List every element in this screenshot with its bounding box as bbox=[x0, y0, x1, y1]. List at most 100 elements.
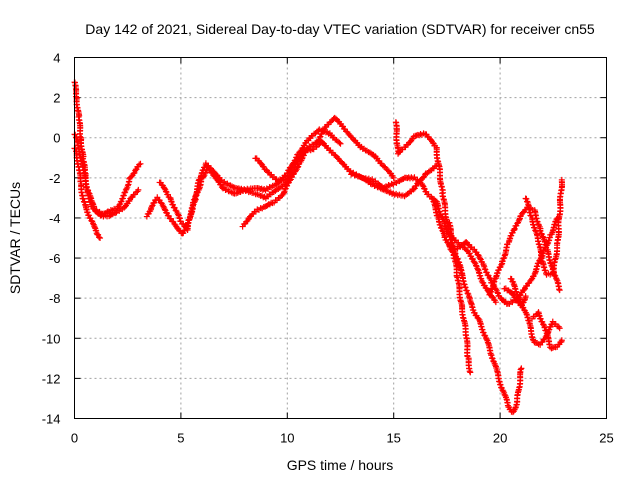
data-point bbox=[462, 284, 469, 291]
data-point bbox=[86, 198, 93, 205]
y-axis-ticks: -14 -12 -10 -8 -6 -4 -2 0 2 4 bbox=[42, 51, 607, 427]
data-point bbox=[429, 195, 436, 202]
data-point bbox=[80, 195, 87, 202]
data-point bbox=[390, 174, 397, 181]
data-point bbox=[336, 139, 343, 146]
data-point bbox=[494, 269, 501, 276]
data-point bbox=[467, 297, 474, 304]
data-point bbox=[148, 203, 155, 210]
data-point bbox=[97, 235, 104, 241]
data-point bbox=[464, 290, 471, 297]
data-point bbox=[419, 182, 426, 189]
data-point bbox=[500, 255, 507, 262]
data-point bbox=[337, 140, 344, 147]
data-point bbox=[316, 134, 323, 141]
data-point bbox=[509, 291, 516, 298]
plot-frame bbox=[74, 57, 607, 419]
x-tick-label: 25 bbox=[599, 431, 613, 446]
data-point bbox=[467, 369, 474, 376]
data-point bbox=[284, 182, 291, 189]
data-point bbox=[160, 203, 167, 210]
data-point bbox=[532, 227, 539, 234]
x-tick-label: 10 bbox=[280, 431, 294, 446]
data-point bbox=[400, 175, 407, 182]
data-point bbox=[80, 198, 87, 205]
series-track-14 bbox=[507, 275, 563, 348]
data-point bbox=[170, 201, 177, 208]
data-point bbox=[499, 258, 506, 265]
y-tick-label: -8 bbox=[49, 291, 61, 306]
data-point bbox=[430, 198, 437, 205]
data-point bbox=[228, 183, 235, 190]
data-point bbox=[552, 275, 559, 282]
data-point bbox=[528, 276, 535, 283]
data-point bbox=[558, 176, 565, 183]
x-tick-label: 15 bbox=[386, 431, 400, 446]
series-track-9 bbox=[392, 119, 499, 306]
y-tick-label: -4 bbox=[49, 211, 61, 226]
data-point bbox=[180, 230, 187, 237]
data-point bbox=[410, 186, 417, 193]
x-axis-label: GPS time / hours bbox=[287, 457, 394, 473]
data-point bbox=[522, 293, 529, 300]
data-point bbox=[523, 195, 530, 202]
y-tick-label: -14 bbox=[42, 412, 61, 427]
series-track-11 bbox=[446, 219, 474, 376]
grid bbox=[74, 57, 607, 419]
series-track-3 bbox=[71, 131, 142, 220]
series-track-17 bbox=[501, 285, 529, 309]
data-point bbox=[556, 325, 563, 332]
data-point bbox=[175, 211, 182, 218]
x-tick-label: 20 bbox=[493, 431, 507, 446]
series-track-1 bbox=[71, 145, 104, 241]
data-point bbox=[190, 199, 197, 206]
data-point bbox=[471, 259, 478, 266]
y-tick-label: 0 bbox=[53, 131, 60, 146]
data-point bbox=[116, 201, 123, 208]
data-point bbox=[541, 324, 548, 331]
x-axis-ticks: 0 5 10 15 20 25 bbox=[71, 57, 614, 446]
y-axis-label: SDTVAR / TECUs bbox=[7, 182, 23, 294]
data-point bbox=[498, 261, 505, 268]
y-tick-label: 2 bbox=[53, 91, 60, 106]
y-tick-label: -6 bbox=[49, 251, 61, 266]
data-point bbox=[385, 188, 392, 195]
data-point bbox=[77, 133, 84, 140]
chart-title: Day 142 of 2021, Sidereal Day-to-day VTE… bbox=[85, 21, 595, 37]
data-point bbox=[72, 131, 79, 138]
data-point bbox=[161, 185, 168, 192]
data-point bbox=[549, 344, 556, 351]
data-point bbox=[135, 186, 142, 193]
series-track-13 bbox=[486, 204, 563, 298]
data-point bbox=[501, 391, 508, 398]
data-point bbox=[523, 311, 530, 318]
data-point bbox=[186, 214, 193, 221]
y-tick-label: -2 bbox=[49, 171, 61, 186]
y-tick-label: -12 bbox=[42, 371, 61, 386]
data-point bbox=[112, 210, 119, 217]
data-point bbox=[298, 152, 305, 159]
data-point bbox=[492, 299, 499, 306]
data-point bbox=[89, 220, 96, 227]
data-point bbox=[524, 314, 531, 321]
series-track-5 bbox=[156, 126, 344, 234]
series-track-10 bbox=[429, 195, 525, 416]
data-point bbox=[120, 192, 127, 199]
data-point bbox=[539, 233, 546, 240]
y-tick-label: -10 bbox=[42, 331, 61, 346]
data-series bbox=[71, 79, 566, 416]
data-point bbox=[137, 160, 144, 167]
data-point bbox=[96, 234, 103, 241]
data-point bbox=[520, 286, 527, 293]
data-point bbox=[524, 198, 531, 205]
data-point bbox=[542, 267, 549, 274]
y-tick-label: 4 bbox=[53, 51, 60, 66]
data-point bbox=[136, 161, 143, 168]
data-point bbox=[558, 337, 565, 344]
data-point bbox=[556, 287, 563, 294]
data-point bbox=[518, 365, 525, 372]
data-point bbox=[486, 291, 493, 298]
data-point bbox=[161, 206, 168, 213]
data-point bbox=[517, 366, 524, 373]
